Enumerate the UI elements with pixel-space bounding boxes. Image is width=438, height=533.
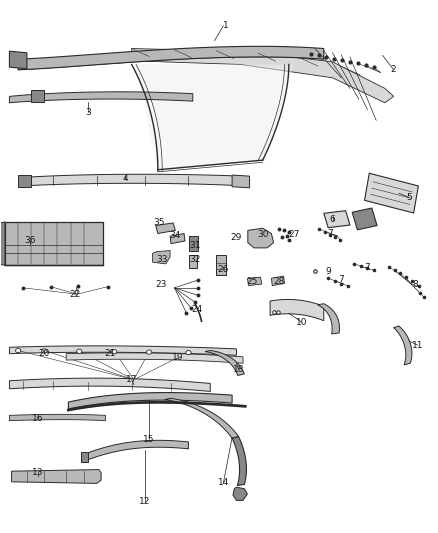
Ellipse shape [77,349,82,353]
Ellipse shape [186,351,191,355]
Polygon shape [152,251,170,264]
Polygon shape [205,351,244,375]
Text: 35: 35 [153,218,165,227]
Text: 26: 26 [218,265,229,274]
Polygon shape [394,326,412,365]
Text: 13: 13 [32,468,43,477]
Polygon shape [232,437,247,486]
Polygon shape [10,51,27,69]
Text: 30: 30 [257,230,268,239]
Text: 9: 9 [325,268,331,276]
Bar [364,173,418,213]
FancyArrowPatch shape [373,182,412,192]
Ellipse shape [15,349,21,353]
Polygon shape [324,211,350,228]
Text: 8: 8 [413,279,418,288]
Polygon shape [31,90,44,102]
Text: 17: 17 [126,375,138,384]
Polygon shape [165,398,239,438]
Text: 28: 28 [273,277,285,286]
Polygon shape [132,49,394,103]
Text: 6: 6 [330,215,336,224]
Text: 10: 10 [296,318,308,327]
Polygon shape [81,451,88,462]
Text: 7: 7 [328,229,333,238]
Polygon shape [318,304,339,334]
Polygon shape [10,378,210,391]
Polygon shape [66,353,243,364]
Polygon shape [27,174,241,185]
Text: 31: 31 [189,241,201,250]
Text: 7: 7 [364,263,370,272]
Bar [189,236,198,251]
Ellipse shape [42,349,47,353]
Polygon shape [233,487,247,500]
Ellipse shape [112,350,117,354]
Text: 4: 4 [122,174,128,183]
Text: 7: 7 [339,274,344,284]
Polygon shape [272,276,285,286]
FancyArrowPatch shape [372,188,411,198]
FancyBboxPatch shape [5,222,103,265]
Text: 22: 22 [69,290,81,299]
Polygon shape [86,440,188,461]
Text: 14: 14 [218,478,229,487]
Polygon shape [270,300,324,321]
FancyArrowPatch shape [371,194,410,205]
Text: 20: 20 [39,349,50,358]
Polygon shape [18,175,31,187]
Polygon shape [352,208,377,230]
Polygon shape [10,92,193,103]
Text: 18: 18 [233,365,244,374]
Text: 5: 5 [406,193,412,202]
Polygon shape [18,46,324,70]
Bar [189,255,197,268]
Polygon shape [10,414,106,421]
Polygon shape [170,233,185,244]
Text: 1: 1 [223,21,229,30]
Text: 12: 12 [139,497,151,506]
Text: 23: 23 [155,279,167,288]
Text: 25: 25 [246,277,258,286]
Polygon shape [136,64,293,171]
Polygon shape [10,346,237,356]
Text: 2: 2 [391,66,396,74]
Polygon shape [155,223,175,233]
Bar [216,255,226,275]
Ellipse shape [147,350,152,354]
Polygon shape [12,470,101,483]
Text: 36: 36 [25,237,36,246]
Polygon shape [247,277,262,286]
Text: 27: 27 [288,230,300,239]
Text: 24: 24 [191,304,203,313]
Text: 11: 11 [412,341,424,350]
Text: 29: 29 [231,233,242,242]
Text: 3: 3 [85,108,91,117]
Polygon shape [232,175,250,188]
Text: 19: 19 [172,353,183,362]
Text: 21: 21 [104,349,116,358]
Text: 32: 32 [189,255,201,264]
Text: 33: 33 [156,255,168,264]
Text: 15: 15 [143,435,155,444]
Text: 34: 34 [170,231,181,240]
Polygon shape [248,228,274,248]
Polygon shape [0,222,5,265]
Polygon shape [68,393,232,409]
Text: 16: 16 [32,414,43,423]
